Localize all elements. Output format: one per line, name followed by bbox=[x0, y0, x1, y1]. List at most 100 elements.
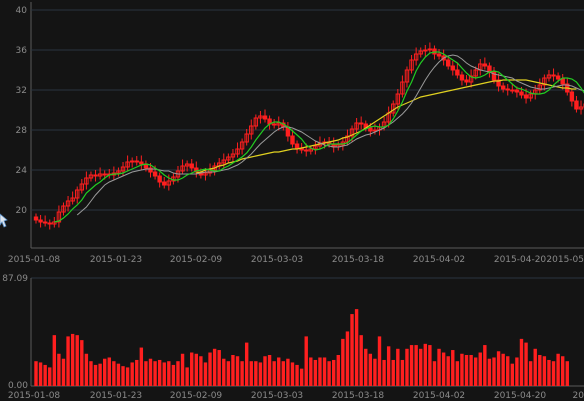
candle-body bbox=[551, 74, 556, 77]
x-tick-label: 2015-01-23 bbox=[90, 391, 142, 401]
candle-body bbox=[56, 211, 62, 223]
candle-body bbox=[129, 160, 135, 163]
candle-body bbox=[244, 133, 249, 143]
volume-bar bbox=[565, 361, 569, 386]
volume-bar bbox=[478, 352, 482, 386]
volume-bar bbox=[556, 353, 560, 386]
candle-body bbox=[505, 88, 510, 91]
candle-body bbox=[33, 216, 39, 221]
volume-bar bbox=[199, 356, 203, 386]
volume-bar bbox=[254, 361, 258, 386]
volume-bar bbox=[203, 362, 208, 386]
volume-bar bbox=[519, 338, 524, 386]
candle-body bbox=[97, 173, 103, 177]
volume-bar bbox=[180, 353, 185, 386]
price-grid bbox=[30, 2, 584, 249]
volume-bar bbox=[533, 348, 537, 386]
candle-body bbox=[65, 200, 71, 207]
candle-body bbox=[528, 93, 533, 99]
ma5-line bbox=[54, 51, 584, 223]
volume-bar bbox=[437, 348, 441, 386]
volume-bar bbox=[561, 356, 565, 386]
candle-body bbox=[468, 75, 474, 83]
volume-bar bbox=[226, 361, 231, 386]
volume-bar bbox=[171, 364, 176, 386]
volume-bar bbox=[487, 358, 492, 386]
volume-max-label: 87.09 bbox=[2, 274, 28, 284]
volume-bar bbox=[258, 362, 263, 386]
volume-bar bbox=[332, 359, 336, 386]
candle-body bbox=[427, 48, 433, 51]
candle-body bbox=[294, 143, 300, 149]
candle-body bbox=[313, 145, 318, 150]
candle-body bbox=[546, 74, 552, 79]
volume-bar bbox=[249, 361, 253, 386]
volume-bar bbox=[121, 366, 125, 386]
volume-bar bbox=[382, 359, 386, 386]
volume-bar bbox=[496, 351, 501, 386]
candle-body bbox=[239, 141, 245, 150]
x-tick-label: 2015-03-03 bbox=[251, 391, 303, 401]
candle-body bbox=[560, 78, 565, 85]
candle-body bbox=[116, 170, 121, 174]
candle-body bbox=[372, 129, 378, 132]
x-tick-label: 2015-04-20 bbox=[494, 255, 547, 265]
volume-bar bbox=[235, 356, 240, 386]
candle-body bbox=[409, 59, 414, 71]
volume-bar bbox=[52, 335, 57, 386]
candle-body bbox=[61, 205, 66, 213]
volume-bar bbox=[231, 354, 235, 386]
price-y-tick-label: 20 bbox=[16, 206, 28, 216]
volume-bar bbox=[162, 362, 166, 386]
volume-bar bbox=[208, 352, 212, 386]
candle-body bbox=[487, 65, 492, 73]
candle-body bbox=[249, 125, 254, 135]
candle-body bbox=[555, 75, 561, 80]
candle-body bbox=[162, 181, 167, 186]
volume-bar bbox=[139, 347, 144, 386]
candle-body bbox=[47, 222, 52, 225]
candle-body bbox=[102, 173, 107, 176]
volume-bar bbox=[263, 356, 267, 386]
candle-body bbox=[358, 122, 364, 125]
volume-bar bbox=[528, 361, 533, 386]
x-tick-label: 2015-04-20 bbox=[494, 391, 547, 401]
volume-bar bbox=[414, 345, 418, 386]
volume-bar bbox=[455, 361, 460, 386]
price-panel: 20 24 28 32 36 40 2015-01-08 2015-01-23 2015-02… bbox=[8, 2, 584, 265]
candle-body bbox=[166, 180, 172, 186]
volume-bar bbox=[61, 358, 66, 386]
volume-bar bbox=[84, 353, 89, 386]
volume-bar bbox=[492, 357, 496, 386]
x-tick-label: 2015-02-09 bbox=[170, 255, 223, 265]
candle-body bbox=[271, 123, 277, 126]
volume-bar bbox=[515, 357, 519, 386]
volume-bar bbox=[194, 353, 198, 386]
candle-body bbox=[276, 122, 281, 126]
candle-body bbox=[226, 156, 231, 161]
price-y-tick-label: 40 bbox=[16, 6, 28, 16]
candle-body bbox=[473, 69, 478, 77]
volume-bar bbox=[38, 362, 43, 386]
volume-bar bbox=[469, 354, 473, 386]
candle-body bbox=[482, 63, 488, 67]
candle-body bbox=[308, 148, 314, 152]
volume-bar bbox=[70, 333, 75, 386]
x-tick-label: 2015-04-02 bbox=[413, 255, 465, 265]
candle-body bbox=[510, 89, 515, 92]
volume-bar bbox=[212, 348, 217, 386]
candle-body bbox=[423, 49, 428, 52]
candle-body bbox=[436, 53, 442, 57]
candle-body bbox=[84, 177, 89, 185]
volume-bar bbox=[345, 331, 350, 386]
volume-bar bbox=[57, 353, 61, 386]
volume-bar bbox=[446, 356, 450, 386]
candle-body bbox=[578, 106, 584, 110]
candle-body bbox=[491, 71, 497, 81]
candle-body bbox=[184, 163, 190, 167]
candle-body bbox=[514, 89, 520, 93]
price-y-ticks: 20 24 28 32 36 40 bbox=[16, 6, 28, 216]
volume-bar bbox=[148, 358, 153, 386]
candle-body bbox=[120, 166, 126, 172]
